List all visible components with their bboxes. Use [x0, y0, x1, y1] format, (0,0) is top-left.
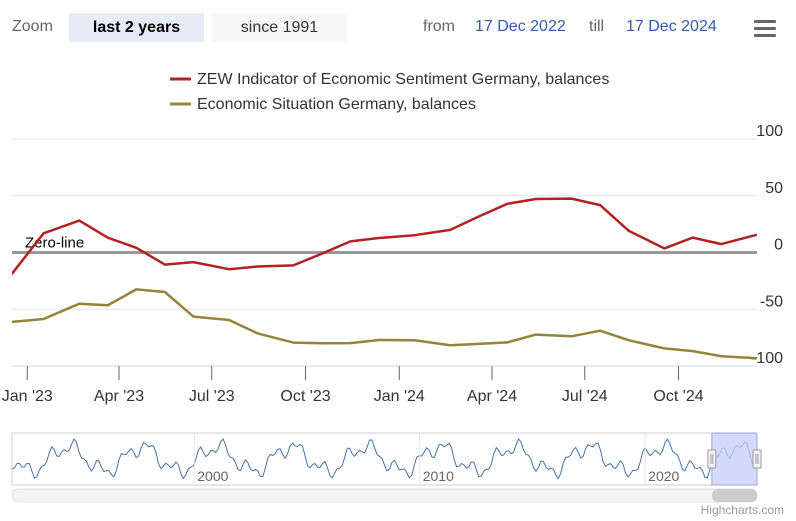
range-from-input[interactable]: 17 Dec 2022: [475, 18, 566, 35]
range-till-label: till: [589, 18, 605, 35]
x-tick-label: Oct '23: [280, 388, 330, 405]
x-tick-label: Jul '24: [562, 388, 608, 405]
y-tick-label: -50: [760, 293, 783, 310]
y-tick-label: 100: [756, 123, 783, 140]
navigator-year-label: 2010: [423, 468, 454, 484]
legend-item-situation[interactable]: Economic Situation Germany, balances: [170, 96, 476, 113]
range-button-since-1991[interactable]: since 1991: [212, 13, 347, 42]
series-line-sentiment[interactable]: [8, 197, 757, 279]
legend-item-sentiment[interactable]: ZEW Indicator of Economic Sentiment Germ…: [170, 71, 609, 88]
y-tick-label: -100: [751, 350, 783, 367]
navigator-series: [11, 438, 758, 480]
x-tick-label: Apr '24: [467, 388, 517, 405]
navigator-year-label: 2000: [197, 468, 228, 484]
scrollbar-track[interactable]: [11, 488, 758, 503]
y-axis-labels: 100 50 0 -50 -100: [751, 123, 783, 367]
zoom-label: Zoom: [12, 18, 53, 35]
legend-label-situation: Economic Situation Germany, balances: [197, 96, 476, 113]
legend-label-sentiment: ZEW Indicator of Economic Sentiment Germ…: [197, 71, 609, 88]
navigator-handle-left[interactable]: [707, 449, 717, 469]
y-tick-label: 0: [774, 237, 783, 254]
hamburger-menu-icon[interactable]: [752, 20, 778, 44]
x-tick-label: Jan '23: [2, 388, 53, 405]
x-tick-label: Jul '23: [189, 388, 235, 405]
navigator-frame: [11, 432, 758, 486]
range-till-input[interactable]: 17 Dec 2024: [626, 18, 717, 35]
x-axis: Jan '23 Apr '23 Jul '23 Oct '23 Jan '24 Apr '…: [2, 365, 757, 405]
scrollbar-thumb[interactable]: [712, 489, 757, 502]
x-tick-label: Jan '24: [374, 388, 425, 405]
series-line-situation[interactable]: [8, 288, 757, 360]
navigator-handle-right[interactable]: [752, 449, 762, 469]
series-group: [8, 197, 757, 360]
zero-line-label: Zero-line: [25, 235, 84, 252]
range-from-label: from: [423, 18, 455, 35]
grid: [12, 138, 757, 310]
navigator[interactable]: 2000 2010 2020: [11, 432, 762, 503]
legend: ZEW Indicator of Economic Sentiment Germ…: [170, 71, 609, 113]
x-tick-label: Oct '24: [653, 388, 703, 405]
range-button-last-2-years[interactable]: last 2 years: [69, 13, 204, 42]
navigator-selection[interactable]: [711, 432, 758, 486]
x-tick-label: Apr '23: [94, 388, 144, 405]
navigator-year-label: 2020: [648, 468, 679, 484]
y-tick-label: 50: [765, 180, 783, 197]
credits-link[interactable]: Highcharts.com: [700, 503, 784, 517]
